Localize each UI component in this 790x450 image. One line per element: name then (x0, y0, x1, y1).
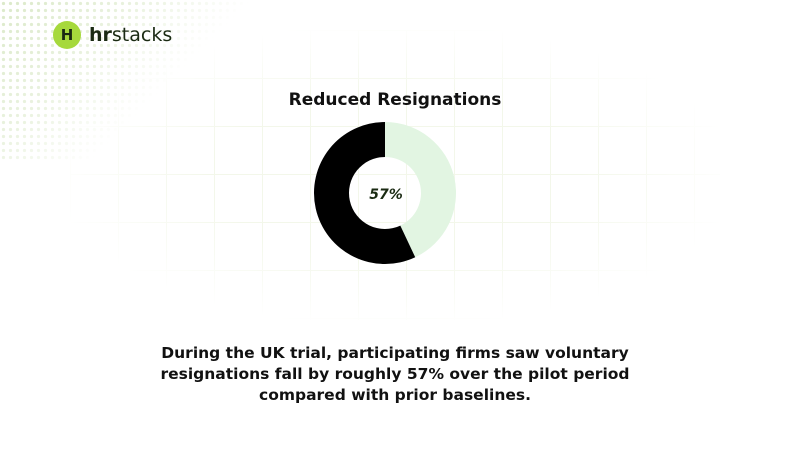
logo-text-rest: stacks (111, 24, 173, 46)
center-label: 57% (369, 187, 403, 203)
donut-chart: 57% (314, 122, 456, 264)
chart-title: Reduced Resignations (288, 90, 502, 110)
logo-text-bold: hr (89, 24, 112, 46)
logo-text: hrstacks (89, 24, 172, 46)
donut-slice-remaining (385, 122, 456, 258)
grid-background (70, 30, 720, 320)
brand-logo: H hrstacks (53, 21, 172, 49)
caption: During the UK trial, participating firms… (160, 344, 630, 404)
donut-slice-reduced (314, 122, 416, 264)
logo-icon: H (53, 21, 81, 49)
